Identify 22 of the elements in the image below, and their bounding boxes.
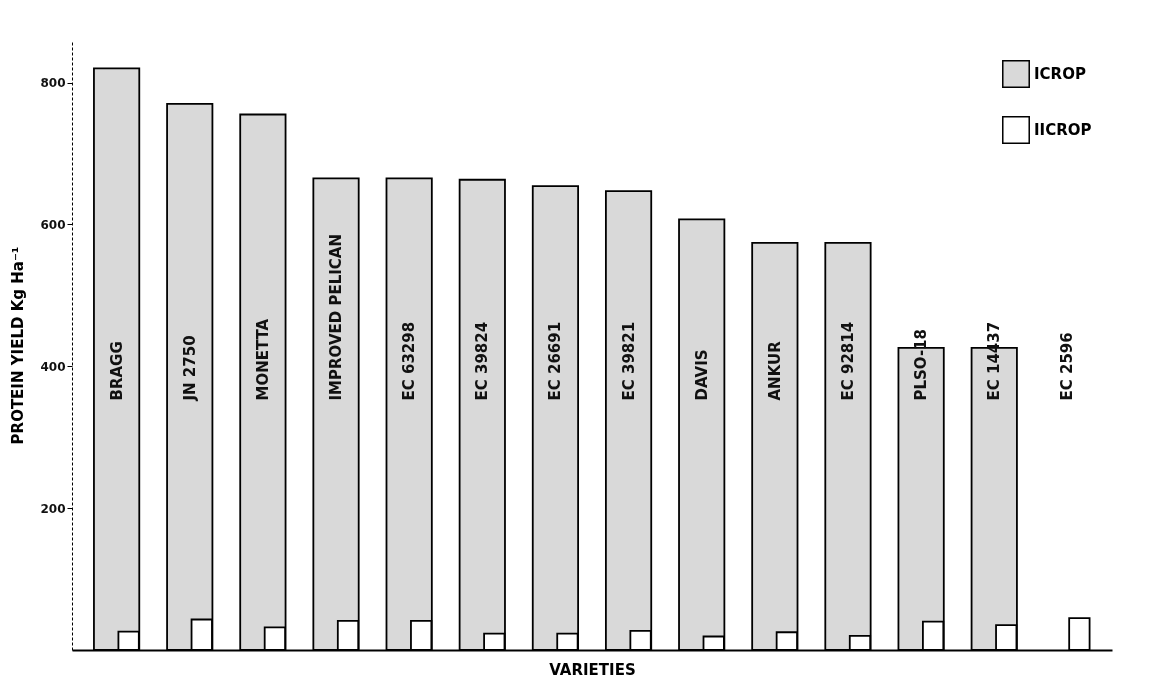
y-tick-label: 400 (40, 359, 66, 374)
legend-label: IICROP (1034, 121, 1092, 139)
x-tick-label: EC 92814 (838, 321, 857, 401)
x-tick-label: EC 14437 (985, 321, 1004, 401)
x-tick-label: EC 63298 (400, 321, 419, 401)
x-tick-label: DAVIS (692, 349, 711, 401)
x-tick-label: EC 2596 (1058, 332, 1077, 401)
x-tick-label: PLSO-18 (912, 329, 931, 401)
x-tick-label: IMPROVED PELICAN (327, 234, 346, 401)
x-axis-title: VARIETIES (549, 660, 636, 679)
x-tick-label: EC 39824 (473, 321, 492, 401)
legend-label: ICROP (1034, 65, 1086, 83)
x-tick-label: EC 39821 (619, 321, 638, 401)
y-tick-label: 800 (40, 76, 66, 91)
x-tick-label: EC 26691 (546, 321, 565, 401)
x-tick-label: MONETTA (253, 318, 272, 401)
x-tick-label: JN 2750 (180, 335, 199, 402)
x-tick-label: ANKUR (765, 340, 784, 401)
x-tick-label: BRAGG (107, 341, 126, 401)
y-axis-title: PROTEIN YIELD Kg Ha⁻¹ (9, 246, 28, 445)
y-tick-label: 200 (40, 501, 66, 516)
y-tick-label: 600 (40, 217, 66, 232)
